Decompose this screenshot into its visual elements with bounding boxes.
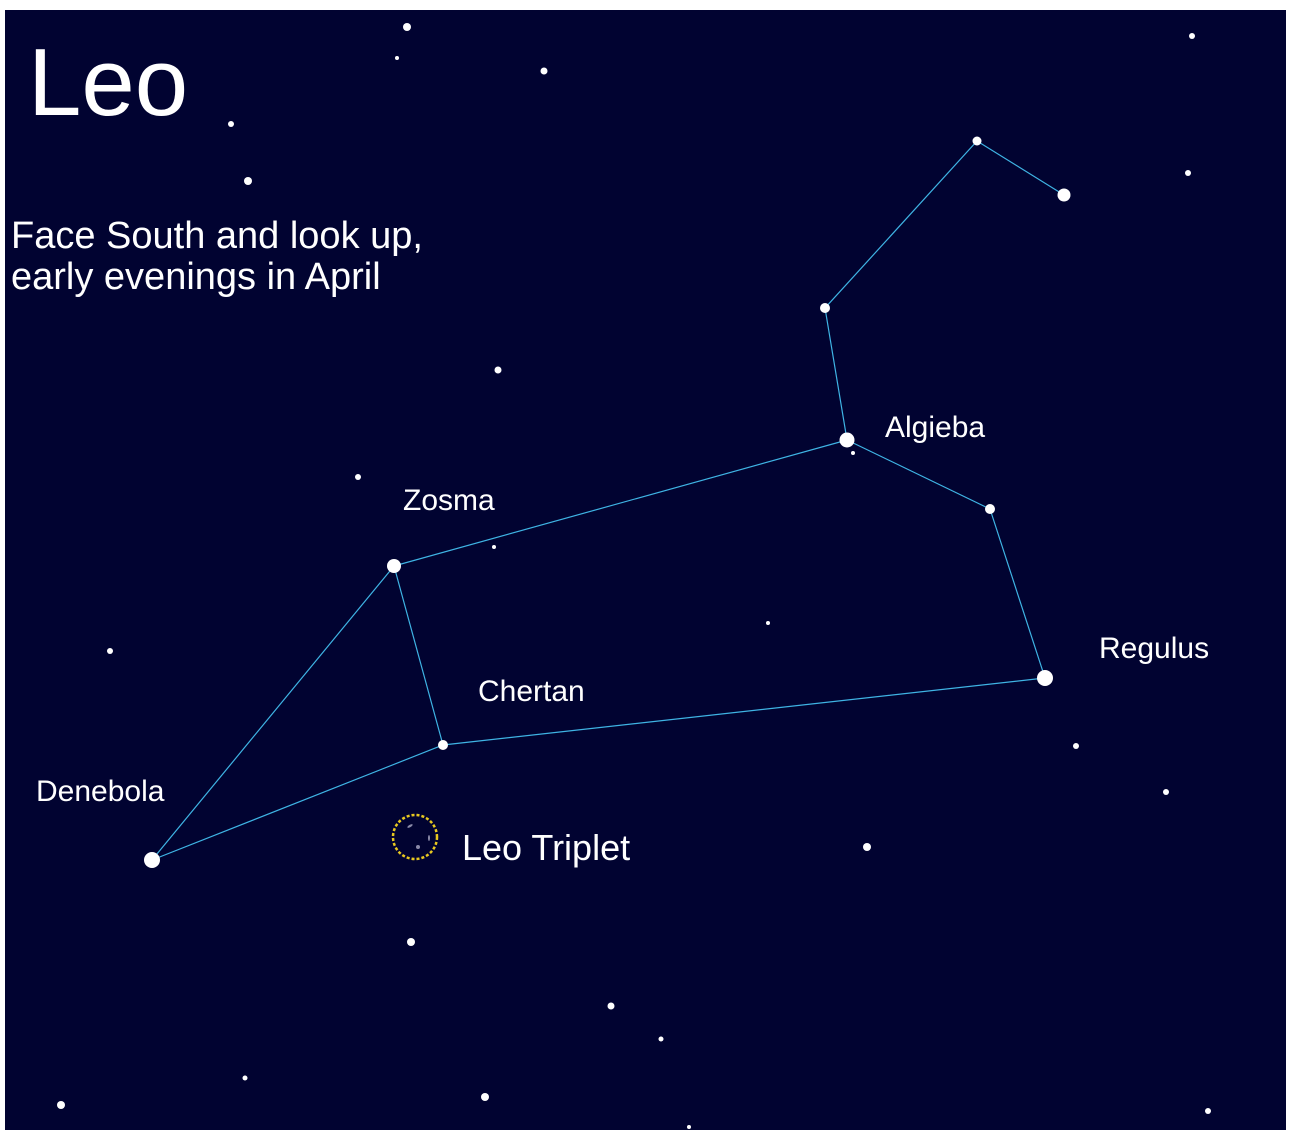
sky: [5, 10, 1286, 1130]
object-label: Leo Triplet: [462, 827, 630, 868]
star-label: Regulus: [1099, 632, 1209, 665]
constellation-lines: [150, 140, 1065, 862]
leo-triplet-marker: [391, 813, 439, 861]
star-label: Zosma: [403, 484, 495, 517]
title: Leo: [28, 29, 188, 136]
background-stars: [57, 23, 1211, 1129]
star-label: Algieba: [885, 411, 985, 444]
constellation-stars: [144, 136, 1071, 868]
star-label: Denebola: [36, 775, 165, 808]
subtitle-line: early evenings in April: [11, 256, 381, 298]
star-label: Chertan: [478, 675, 585, 708]
subtitle-line: Face South and look up,: [11, 215, 423, 257]
